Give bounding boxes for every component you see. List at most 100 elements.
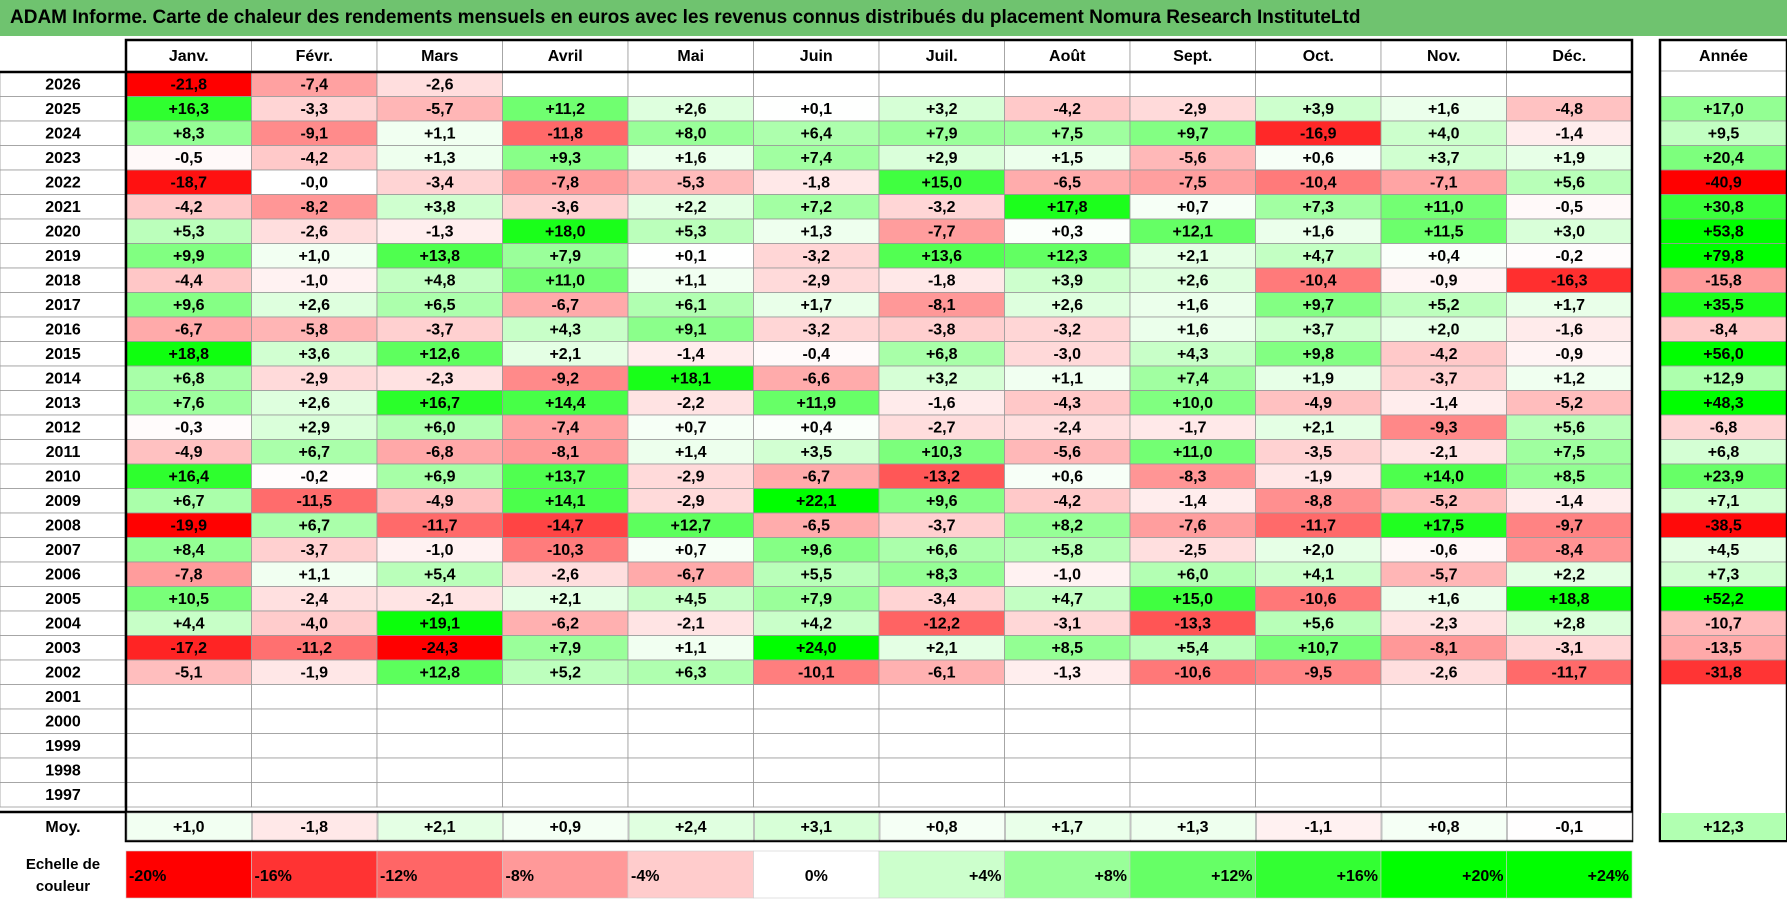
heatmap-cell-value: +9,1 bbox=[675, 322, 707, 339]
heatmap-cell bbox=[376, 267, 503, 293]
column-header-cell bbox=[878, 39, 1005, 72]
row-year-label: 2010 bbox=[45, 469, 81, 486]
heatmap-cell bbox=[1380, 610, 1507, 636]
heatmap-cell-value: -2,6 bbox=[1430, 665, 1458, 682]
heatmap-cell bbox=[502, 757, 629, 783]
row-label-cell bbox=[0, 243, 126, 269]
heatmap-cell bbox=[1506, 169, 1633, 195]
heatmap-cell bbox=[1129, 390, 1256, 416]
heatmap-cell bbox=[376, 120, 503, 146]
heatmap-cell bbox=[251, 96, 378, 122]
annual-cell bbox=[1660, 72, 1787, 97]
heatmap-cell-value: -0,4 bbox=[802, 346, 830, 363]
heatmap-cell-value: +5,3 bbox=[173, 224, 205, 241]
row-label-cell bbox=[0, 439, 126, 465]
annual-cell-value: -10,7 bbox=[1705, 616, 1742, 633]
heatmap-cell bbox=[251, 586, 378, 612]
average-label: Moy. bbox=[45, 819, 80, 836]
heatmap-cell bbox=[1129, 561, 1256, 587]
heatmap-cell bbox=[125, 659, 252, 685]
heatmap-cell bbox=[251, 218, 378, 244]
heatmap-cell bbox=[1129, 708, 1256, 734]
heatmap-cell-value: +2,6 bbox=[675, 101, 707, 118]
heatmap-cell-value: +7,4 bbox=[1177, 371, 1209, 388]
heatmap-cell bbox=[1380, 757, 1507, 783]
heatmap-cell-value: -7,5 bbox=[1179, 175, 1207, 192]
heatmap-cell-value: -3,6 bbox=[551, 199, 579, 216]
heatmap-cell-value: -19,9 bbox=[171, 518, 208, 535]
heatmap-cell-value: +4,0 bbox=[1428, 126, 1460, 143]
heatmap-cell-value: -2,1 bbox=[1430, 444, 1458, 461]
heatmap-cell-value: -8,1 bbox=[928, 297, 956, 314]
column-header: Mai bbox=[677, 48, 704, 65]
heatmap-cell bbox=[251, 365, 378, 391]
heatmap-cell bbox=[753, 757, 880, 783]
heatmap-cell bbox=[878, 537, 1005, 563]
heatmap-cell-value: +4,8 bbox=[424, 273, 456, 290]
heatmap-cell bbox=[1506, 512, 1633, 538]
heatmap-cell bbox=[1129, 610, 1256, 636]
heatmap-cell-value: +2,6 bbox=[298, 395, 330, 412]
heatmap-cell bbox=[125, 684, 252, 710]
heatmap-cell bbox=[627, 488, 754, 514]
annual-cell-value: -31,8 bbox=[1705, 665, 1742, 682]
heatmap-cell-value: +9,7 bbox=[1302, 297, 1334, 314]
heatmap-cell-value: +1,0 bbox=[298, 248, 330, 265]
heatmap-cell-value: +5,2 bbox=[1428, 297, 1460, 314]
average-annual-value: +12,3 bbox=[1703, 819, 1744, 836]
row-label-cell bbox=[0, 365, 126, 391]
row-year-label: 2021 bbox=[45, 199, 81, 216]
heatmap-cell bbox=[1255, 586, 1382, 612]
heatmap-cell-value: +7,4 bbox=[800, 150, 832, 167]
heatmap-cell-value: -10,6 bbox=[1300, 591, 1337, 608]
heatmap-cell-value: -4,0 bbox=[300, 616, 328, 633]
heatmap-cell-value: +7,3 bbox=[1302, 199, 1334, 216]
heatmap-cell bbox=[1506, 708, 1633, 734]
heatmap-cell-value: -3,1 bbox=[1053, 616, 1081, 633]
row-year-label: 2022 bbox=[45, 175, 81, 192]
heatmap-cell-value: -4,2 bbox=[175, 199, 203, 216]
heatmap-cell bbox=[251, 316, 378, 342]
heatmap-cell bbox=[251, 169, 378, 195]
annual-cell bbox=[1660, 684, 1787, 709]
heatmap-cell-value: -1,6 bbox=[1555, 322, 1583, 339]
heatmap-cell bbox=[1255, 316, 1382, 342]
heatmap-cell-value: -3,7 bbox=[1430, 371, 1458, 388]
heatmap-cell-value: -5,6 bbox=[1053, 444, 1081, 461]
average-cell bbox=[1130, 812, 1256, 841]
average-cell-value: -1,8 bbox=[300, 819, 328, 836]
heatmap-cell bbox=[125, 561, 252, 587]
heatmap-cell bbox=[1004, 218, 1131, 244]
heatmap-cell bbox=[1004, 243, 1131, 269]
heatmap-cell-value: -4,9 bbox=[175, 444, 203, 461]
heatmap-cell bbox=[1380, 71, 1507, 97]
heatmap-cell-value: -14,7 bbox=[547, 518, 584, 535]
heatmap-cell-value: +0,6 bbox=[1051, 469, 1083, 486]
heatmap-cell bbox=[1004, 71, 1131, 97]
annual-cell bbox=[1659, 414, 1787, 440]
heatmap-cell-value: +4,4 bbox=[173, 616, 205, 633]
heatmap-cell-value: +4,1 bbox=[1302, 567, 1334, 584]
heatmap-cell-value: +6,7 bbox=[173, 493, 205, 510]
column-header: Avril bbox=[548, 48, 583, 65]
heatmap-cell bbox=[251, 341, 378, 367]
heatmap-cell bbox=[1129, 733, 1256, 759]
heatmap-cell-value: -1,4 bbox=[1179, 493, 1207, 510]
heatmap-cell-value: -7,4 bbox=[300, 77, 328, 94]
heatmap-cell-value: +6,8 bbox=[173, 371, 205, 388]
row-year-label: 2025 bbox=[45, 101, 81, 118]
heatmap-cell-value: -3,2 bbox=[1053, 322, 1081, 339]
row-year-label: 2024 bbox=[45, 126, 81, 143]
heatmap-cell-value: -1,4 bbox=[1430, 395, 1458, 412]
heatmap-cell-value: +4,3 bbox=[1177, 346, 1209, 363]
heatmap-cell-value: +0,6 bbox=[1302, 150, 1334, 167]
heatmap-cell-value: +5,6 bbox=[1553, 175, 1585, 192]
heatmap-cell-value: -1,6 bbox=[928, 395, 956, 412]
heatmap-cell-value: +8,5 bbox=[1553, 469, 1585, 486]
heatmap-cell-value: +7,6 bbox=[173, 395, 205, 412]
heatmap-cell bbox=[502, 292, 629, 318]
heatmap-cell bbox=[627, 145, 754, 171]
row-label-cell bbox=[0, 96, 126, 122]
heatmap-cell bbox=[1004, 365, 1131, 391]
